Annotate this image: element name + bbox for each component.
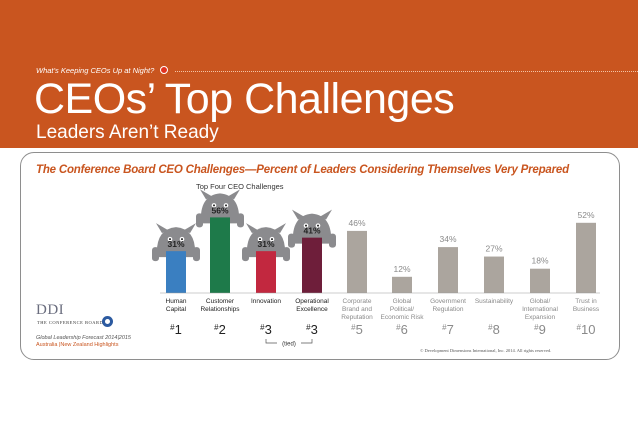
category-label: Business	[573, 306, 600, 313]
bar-value-label: 46%	[348, 218, 365, 228]
bar-value-label: 41%	[303, 226, 320, 236]
rank-label: #3	[306, 322, 318, 337]
bar-value-label: 12%	[393, 264, 410, 274]
header-banner	[0, 0, 638, 148]
category-label: Human	[166, 298, 187, 305]
category-label: Customer	[206, 298, 235, 305]
category-label: Capital	[166, 306, 187, 313]
category-label: Global	[393, 298, 412, 305]
bar	[530, 268, 550, 293]
tied-label: (tied)	[282, 342, 296, 348]
category-label: International	[522, 306, 558, 313]
tied-label-background	[277, 339, 301, 347]
category-label: Global/	[530, 298, 551, 305]
conference-board-logo: THE CONFERENCE BOARD	[37, 320, 104, 325]
bar-value-label: 34%	[439, 234, 456, 244]
rank-label: #10	[577, 322, 596, 337]
chart-title: The Conference Board CEO Challenges—Perc…	[36, 164, 569, 176]
monster-illustration-icon	[152, 223, 200, 262]
kicker-divider	[175, 71, 638, 72]
category-label: Sustainability	[475, 298, 514, 305]
highlights-text: Australia |New Zealand Highlights	[36, 342, 119, 348]
category-label: Excellence	[296, 306, 328, 313]
category-label: Trust in	[575, 298, 597, 305]
rank-label: #2	[214, 322, 226, 337]
kicker-text: What’s Keeping CEOs Up at Night?	[36, 66, 155, 75]
category-label: Corporate	[343, 298, 372, 305]
rank-label: #6	[396, 322, 408, 337]
page-title: CEOs’ Top Challenges	[34, 75, 455, 123]
rank-label: #1	[170, 322, 182, 337]
bar-value-label: 18%	[531, 256, 548, 266]
category-label: Government	[430, 298, 466, 305]
bar	[438, 247, 458, 293]
monster-illustration-icon	[288, 209, 336, 248]
category-label: Brand and	[342, 306, 372, 313]
bar	[392, 276, 412, 293]
category-label: Relationships	[200, 306, 240, 313]
rank-label: #8	[488, 322, 500, 337]
bar-value-label: 27%	[485, 244, 502, 254]
bar	[166, 251, 186, 293]
bar	[576, 222, 596, 293]
category-label: Innovation	[251, 298, 281, 305]
bar	[210, 217, 230, 293]
kicker-dot-icon	[160, 66, 168, 74]
category-label: Operational	[295, 298, 329, 305]
category-label: Expansion	[525, 314, 556, 321]
bar-value-label: 31%	[257, 239, 274, 249]
chart-subtitle: Top Four CEO Challenges	[196, 182, 284, 191]
bar-value-label: 56%	[211, 205, 228, 215]
category-label: Reputation	[341, 314, 373, 321]
rank-label: #3	[260, 322, 272, 337]
rank-label: #5	[351, 322, 363, 337]
bar	[347, 230, 367, 293]
monster-illustration-icon	[242, 223, 290, 262]
category-label: Economic Risk	[381, 314, 425, 321]
forecast-text: Global Leadership Forecast 2014|2015	[36, 335, 131, 341]
category-label: Regulation	[432, 306, 463, 313]
category-label: Political/	[390, 306, 414, 313]
bar-value-label: 31%	[167, 239, 184, 249]
copyright-text: © Development Dimensions International, …	[420, 348, 552, 353]
bar	[256, 251, 276, 293]
bar	[302, 237, 322, 293]
rank-label: #7	[442, 322, 454, 337]
monster-illustration-icon	[196, 189, 244, 228]
conference-board-icon	[102, 316, 113, 327]
rank-label: #9	[534, 322, 546, 337]
bar	[484, 256, 504, 293]
page-subtitle: Leaders Aren’t Ready	[36, 122, 219, 143]
ddi-logo: DDI	[36, 302, 65, 318]
bar-value-label: 52%	[577, 210, 594, 220]
